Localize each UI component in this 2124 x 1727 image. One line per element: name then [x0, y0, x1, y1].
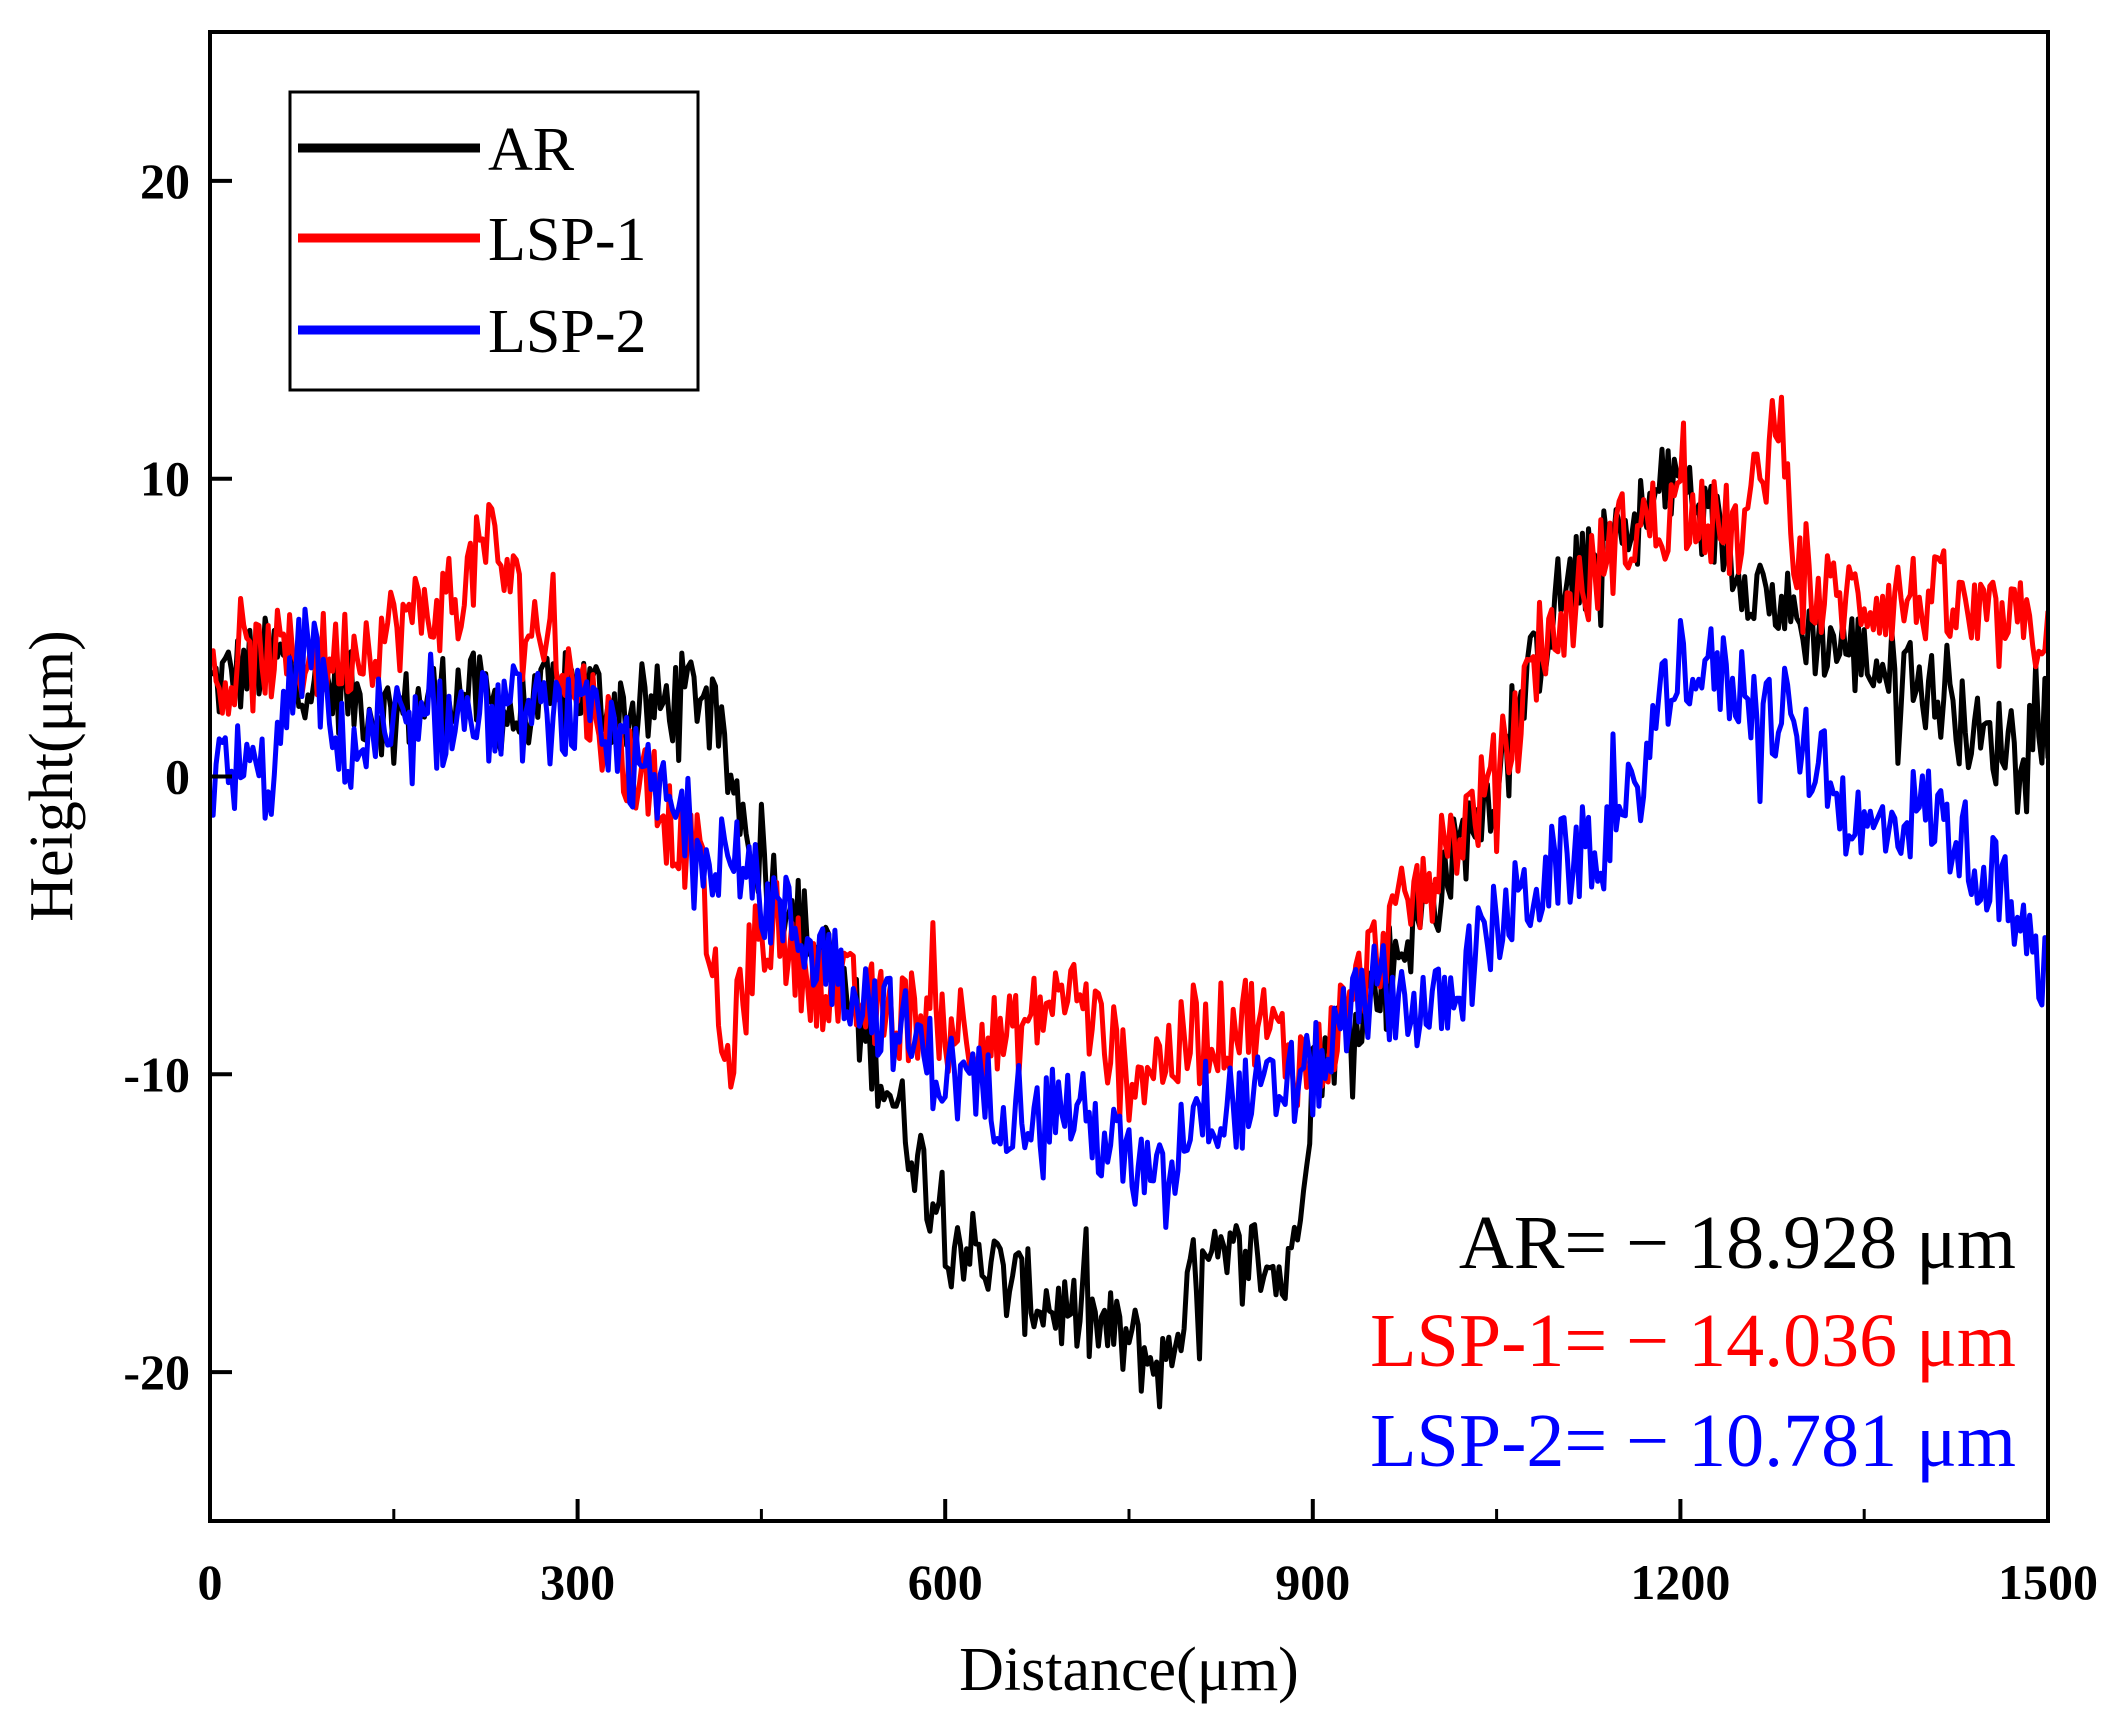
series-line-lsp2 [210, 606, 2048, 1230]
legend-label-lsp1: LSP-1 [488, 206, 646, 274]
annotation-lsp2-label: LSP-2= [1370, 1399, 1607, 1483]
x-tick-label: 600 [908, 1554, 983, 1610]
y-tick-label: -20 [123, 1344, 190, 1400]
x-tick-label: 0 [198, 1554, 223, 1610]
annotation-ar-value: − 18.928 μm [1626, 1201, 2016, 1285]
annotation-lsp1-value: − 14.036 μm [1626, 1299, 2016, 1383]
x-tick-label: 1200 [1630, 1554, 1730, 1610]
annotation-lsp2: LSP-2= − 10.781 μm [1370, 1399, 2016, 1483]
x-tick-label: 900 [1275, 1554, 1350, 1610]
x-axis-title: Distance(μm) [959, 1636, 1299, 1704]
depth-annotations: AR= − 18.928 μm LSP-1= − 14.036 μm LSP-2… [1370, 1201, 2016, 1483]
y-tick-label: 10 [140, 451, 190, 507]
x-tick-label: 1500 [1998, 1554, 2098, 1610]
annotation-lsp1: LSP-1= − 14.036 μm [1370, 1299, 2016, 1383]
annotation-lsp2-value: − 10.781 μm [1626, 1399, 2016, 1483]
legend-label-lsp2: LSP-2 [488, 298, 646, 366]
y-tick-label: 0 [165, 749, 190, 805]
y-axis-title: Height(μm) [18, 630, 86, 922]
legend: AR LSP-1 LSP-2 [288, 90, 700, 392]
y-tick-label: -10 [123, 1046, 190, 1102]
annotation-ar-label: AR= [1459, 1201, 1607, 1285]
annotation-ar: AR= − 18.928 μm [1459, 1201, 2016, 1285]
annotation-lsp1-label: LSP-1= [1370, 1299, 1607, 1383]
series-line-ar [210, 446, 2048, 1410]
x-tick-label: 300 [540, 1554, 615, 1610]
series-line-lsp1 [210, 394, 2048, 1123]
legend-label-ar: AR [488, 116, 575, 184]
y-tick-label: 20 [140, 153, 190, 209]
